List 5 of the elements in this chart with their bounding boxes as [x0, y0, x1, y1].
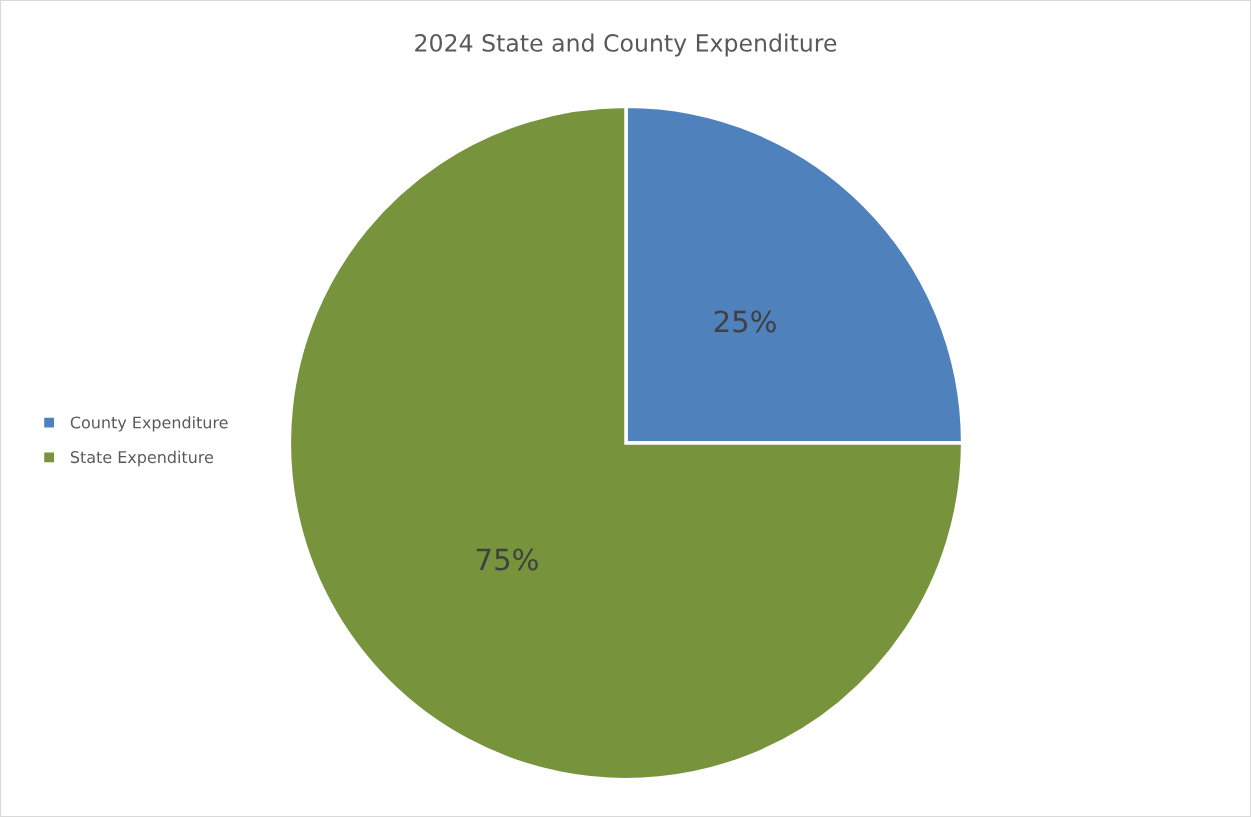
- legend-label: State Expenditure: [70, 450, 214, 467]
- chart-title: 2024 State and County Expenditure: [415, 33, 837, 57]
- legend-label: County Expenditure: [70, 416, 228, 432]
- data-label: 75%: [476, 548, 538, 571]
- data-label: 25%: [714, 310, 776, 333]
